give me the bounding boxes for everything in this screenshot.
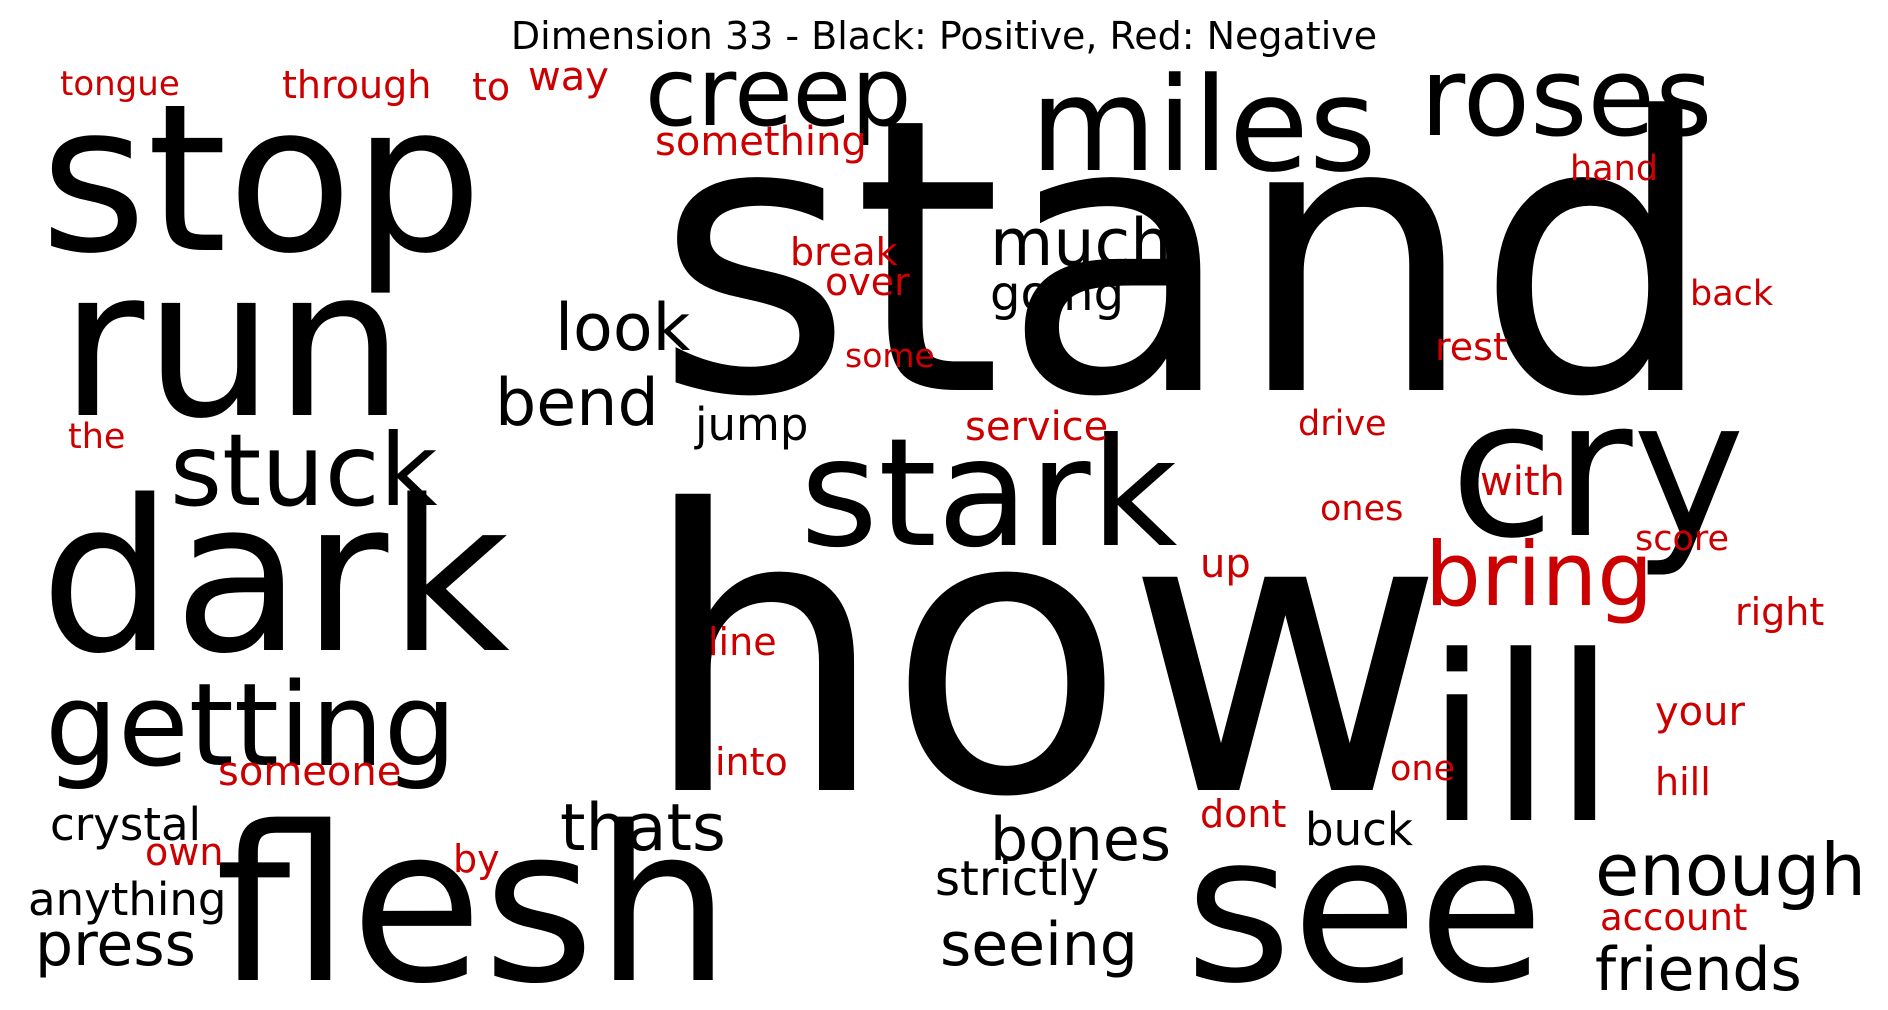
word-service: service <box>965 404 1108 450</box>
word-over: over <box>825 260 910 304</box>
word-getting: getting <box>45 659 457 793</box>
word-creep: creep <box>645 38 911 148</box>
word-rest: rest <box>1435 325 1508 369</box>
word-how: how <box>640 428 1445 882</box>
word-your: your <box>1655 689 1745 735</box>
word-ill: ill <box>1425 608 1617 875</box>
word-score: score <box>1635 519 1729 559</box>
word-account: account <box>1600 896 1747 939</box>
chart-title: Dimension 33 - Black: Positive, Red: Neg… <box>510 14 1378 58</box>
word-buck: buck <box>1305 803 1413 856</box>
word-up: up <box>1200 541 1251 587</box>
word-drive: drive <box>1298 404 1387 444</box>
word-bend: bend <box>495 366 659 441</box>
word-press: press <box>35 910 196 980</box>
word-stark: stark <box>800 407 1178 581</box>
word-going: going <box>990 266 1124 322</box>
word-jump: jump <box>694 398 808 451</box>
word-way: way <box>528 54 609 100</box>
word-stop: stop <box>40 61 483 299</box>
word-roses: roses <box>1420 33 1712 161</box>
word-crystal: crystal <box>50 798 201 851</box>
word-with: with <box>1480 459 1565 505</box>
word-hand: hand <box>1570 149 1658 189</box>
word-line: line <box>708 620 777 664</box>
word-see: see <box>1185 791 1544 1010</box>
word-to: to <box>472 65 510 109</box>
word-cry: cry <box>1450 359 1745 580</box>
word-the: the <box>68 417 125 457</box>
word-flesh: flesh <box>215 780 731 1010</box>
word-back: back <box>1690 274 1774 314</box>
word-own: own <box>145 830 223 874</box>
word-anything: anything <box>28 873 226 926</box>
word-thats: thats <box>560 791 726 866</box>
word-tongue: tongue <box>60 64 180 104</box>
word-hill: hill <box>1655 760 1711 804</box>
word-bring: bring <box>1425 523 1653 626</box>
word-break: break <box>790 230 898 274</box>
word-run: run <box>60 226 404 464</box>
word-much: much <box>990 206 1171 281</box>
word-stand: stand <box>655 37 1717 480</box>
word-someone: someone <box>218 749 401 795</box>
word-into: into <box>715 740 788 784</box>
word-look: look <box>555 291 691 366</box>
word-friends: friends <box>1595 935 1802 1005</box>
word-miles: miles <box>1030 49 1377 201</box>
word-bones: bones <box>990 805 1171 875</box>
word-some: some <box>845 336 935 375</box>
word-right: right <box>1735 590 1824 634</box>
word-dark: dark <box>40 455 510 700</box>
word-ones: ones <box>1320 489 1403 529</box>
word-enough: enough <box>1595 828 1866 912</box>
word-by: by <box>453 837 500 881</box>
word-through: through <box>282 63 431 107</box>
word-strictly: strictly <box>935 851 1099 907</box>
word-dont: dont <box>1200 792 1286 836</box>
word-one: one <box>1390 749 1455 789</box>
word-stuck: stuck <box>170 412 438 529</box>
word-seeing: seeing <box>940 910 1138 980</box>
word-something: something <box>655 119 867 165</box>
